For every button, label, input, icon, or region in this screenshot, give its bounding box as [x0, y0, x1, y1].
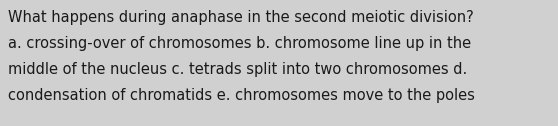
Text: What happens during anaphase in the second meiotic division?: What happens during anaphase in the seco… — [8, 10, 474, 25]
Text: a. crossing-over of chromosomes b. chromosome line up in the: a. crossing-over of chromosomes b. chrom… — [8, 36, 471, 51]
Text: middle of the nucleus c. tetrads split into two chromosomes d.: middle of the nucleus c. tetrads split i… — [8, 62, 467, 77]
Text: condensation of chromatids e. chromosomes move to the poles: condensation of chromatids e. chromosome… — [8, 88, 475, 103]
